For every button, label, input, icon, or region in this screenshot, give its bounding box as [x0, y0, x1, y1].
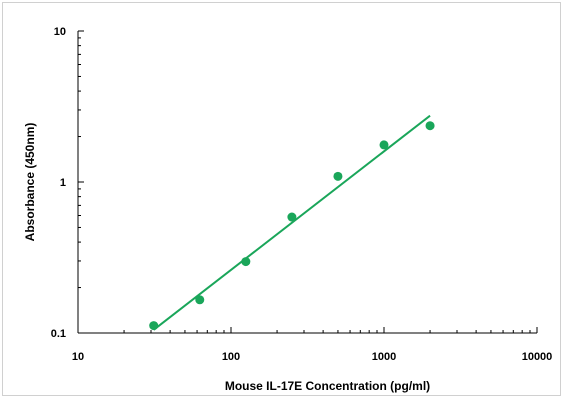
data-point	[287, 212, 297, 222]
x-tick-label: 1000	[372, 351, 396, 363]
y-tick-label: 1	[60, 177, 66, 189]
data-point	[195, 295, 205, 305]
y-axis-title: Absorbance (450nm)	[23, 123, 37, 242]
y-tick-label: 10	[54, 26, 66, 38]
tick-group: 10 100 1000 10000 0.1 1 10	[51, 26, 553, 363]
data-point	[379, 140, 389, 150]
x-tick-label: 10	[72, 351, 84, 363]
y-tick-label: 0.1	[51, 328, 66, 340]
data-point	[425, 121, 435, 131]
data-point	[149, 321, 159, 331]
data-point	[333, 171, 343, 181]
data-point	[241, 257, 251, 267]
x-tick-label: 10000	[522, 351, 553, 363]
data-points	[149, 121, 435, 331]
fit-line	[153, 114, 431, 331]
x-axis-title: Mouse IL-17E Concentration (pg/ml)	[225, 379, 430, 393]
x-tick-label: 100	[222, 351, 240, 363]
chart-frame	[2, 2, 561, 396]
